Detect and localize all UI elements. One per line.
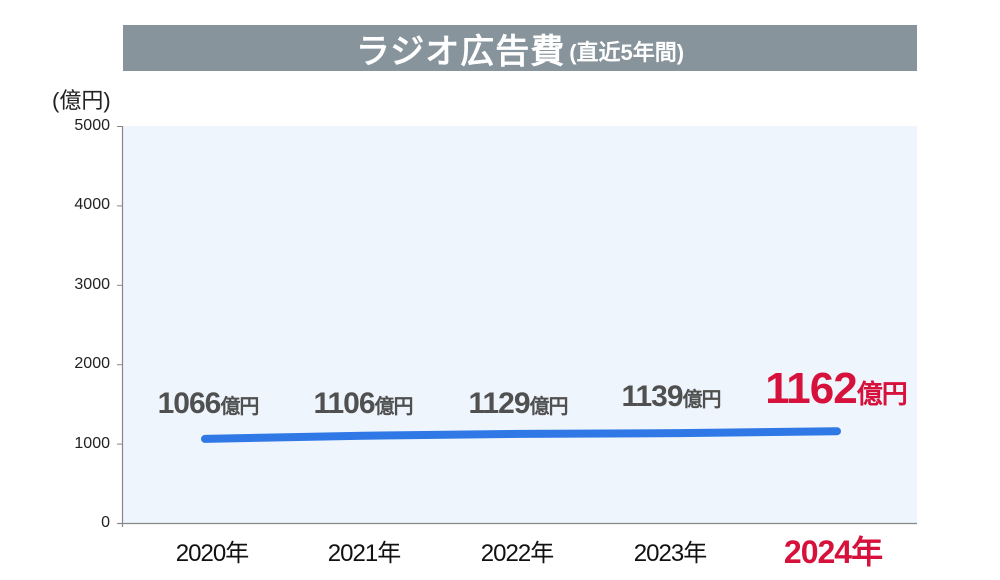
chart-title: ラジオ広告費	[355, 32, 566, 71]
data-label: 1106億円	[313, 387, 414, 421]
data-label-value: 1129	[468, 387, 530, 420]
y-tick-label: 5000	[74, 117, 110, 134]
y-tick-label: 1000	[74, 435, 110, 452]
plot-area	[123, 126, 917, 523]
data-label-value: 1066	[157, 387, 222, 420]
x-tick-label: 2023年	[633, 540, 707, 567]
data-line	[201, 427, 841, 443]
x-tick-label: 2021年	[327, 540, 401, 567]
y-tick-label: 2000	[74, 355, 110, 372]
chart-subtitle: (直近5年間)	[569, 40, 685, 65]
data-label-value: 1162	[765, 364, 857, 413]
x-tick-label: 2022年	[480, 540, 554, 567]
y-axis-unit-label: (億円)	[52, 88, 111, 113]
y-tick-label: 0	[101, 514, 110, 531]
data-label-highlighted: 1162億円	[765, 364, 908, 414]
data-label: 1129億円	[468, 387, 569, 421]
data-label-value: 1106	[313, 387, 375, 420]
data-label-value: 1139	[621, 380, 683, 413]
x-tick-label: 2020年	[175, 540, 249, 567]
y-tick-label: 3000	[74, 276, 110, 293]
y-tick-label: 4000	[74, 196, 110, 213]
y-tick-marks	[117, 126, 123, 524]
data-label-unit: 億円	[529, 396, 569, 418]
data-label: 1139億円	[621, 380, 722, 414]
chart-title-bar: ラジオ広告費 (直近5年間)	[123, 25, 917, 71]
x-tick-label-highlighted: 2024年	[783, 534, 883, 570]
data-label-unit: 億円	[682, 389, 722, 411]
data-label-unit: 億円	[374, 396, 414, 418]
data-label-unit: 億円	[856, 379, 908, 409]
data-label: 1066億円	[157, 387, 260, 421]
data-label-unit: 億円	[220, 396, 259, 418]
